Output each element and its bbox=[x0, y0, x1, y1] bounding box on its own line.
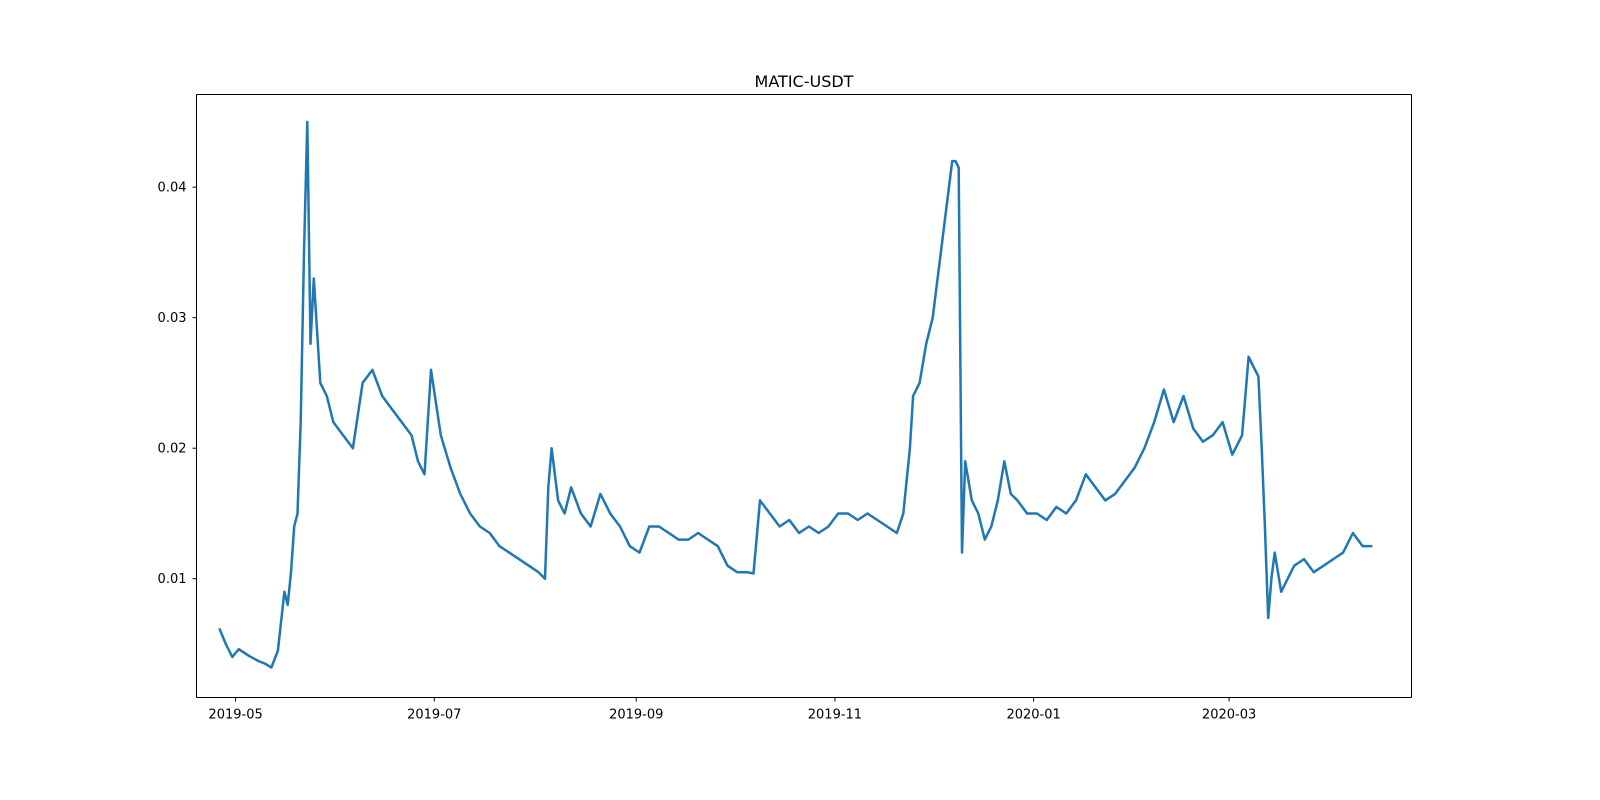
price-series-line bbox=[218, 120, 1373, 669]
x-tick-label: 2019-09 bbox=[609, 708, 663, 723]
y-axis: 0.01 0.02 0.03 0.04 bbox=[158, 181, 197, 587]
x-axis: 2019-05 2019-07 2019-09 2019-11 2020-01 2020-… bbox=[208, 697, 1256, 723]
y-tick-label: 0.01 bbox=[158, 572, 187, 587]
x-tick-label: 2019-07 bbox=[407, 708, 461, 723]
x-tick-label: 2020-03 bbox=[1202, 708, 1256, 723]
y-tick-label: 0.02 bbox=[158, 442, 187, 457]
x-tick-label: 2019-05 bbox=[208, 708, 262, 723]
x-tick-label: 2020-01 bbox=[1006, 708, 1060, 723]
plot-area bbox=[196, 94, 1412, 698]
x-tick-label: 2019-11 bbox=[808, 708, 862, 723]
chart-title: MATIC-USDT bbox=[755, 72, 854, 91]
series-layer bbox=[218, 120, 1373, 669]
y-tick-label: 0.03 bbox=[158, 311, 187, 326]
y-tick-label: 0.04 bbox=[158, 181, 187, 196]
